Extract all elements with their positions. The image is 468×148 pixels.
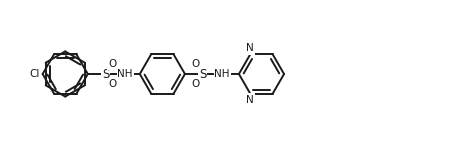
Text: O: O: [191, 79, 200, 89]
Text: S: S: [199, 67, 206, 81]
Text: N: N: [246, 44, 254, 53]
Text: O: O: [108, 79, 117, 89]
Text: NH: NH: [214, 69, 230, 79]
Text: N: N: [246, 95, 254, 104]
Text: Cl: Cl: [29, 69, 40, 79]
Text: NH: NH: [117, 69, 133, 79]
Text: S: S: [102, 67, 109, 81]
Text: O: O: [108, 59, 117, 69]
Text: O: O: [191, 59, 200, 69]
